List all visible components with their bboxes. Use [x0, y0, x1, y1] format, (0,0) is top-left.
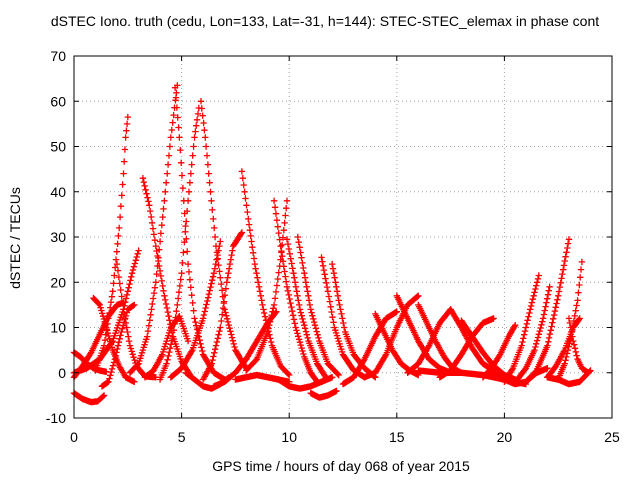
series-13-points: [156, 104, 202, 383]
series-24: [294, 233, 342, 379]
series-10: [126, 82, 181, 376]
series-23: [283, 236, 329, 381]
y-tick-label: 70: [50, 48, 66, 64]
series-43-points: [522, 236, 573, 385]
series-29: [339, 308, 400, 388]
series-15-points: [167, 238, 224, 381]
series-6: [98, 301, 138, 390]
series-8-points: [92, 113, 131, 374]
y-tick-label: 50: [50, 139, 66, 155]
x-tick-label: 10: [281, 429, 297, 445]
y-tick-label: 60: [50, 93, 66, 109]
plot-area: [70, 82, 594, 406]
series-28: [329, 260, 379, 381]
series-21-points: [243, 197, 291, 374]
chart-title: dSTEC Iono. truth (cedu, Lon=133, Lat=-3…: [51, 13, 599, 29]
series-22: [270, 197, 321, 385]
series-27-points: [307, 387, 340, 401]
series-19: [210, 308, 280, 390]
series-41: [501, 272, 542, 385]
series-24-points: [294, 233, 342, 379]
series-23-points: [283, 236, 329, 381]
x-tick-label: 20: [497, 429, 513, 445]
x-tick-label: 25: [604, 429, 620, 445]
series-15: [167, 238, 224, 381]
series-25: [275, 374, 336, 392]
y-tick-label: 30: [50, 229, 66, 245]
y-axis: -10 0 10 20 30 40 50 60 70: [46, 48, 612, 426]
series-34: [404, 306, 454, 376]
y-tick-label: 0: [58, 365, 66, 381]
series-9: [139, 175, 194, 379]
y-axis-label: dSTEC / TECUs: [7, 187, 23, 289]
series-31-points: [361, 292, 422, 381]
y-tick-label: 10: [50, 320, 66, 336]
series-9-points: [139, 175, 194, 379]
series-2: [70, 389, 108, 406]
series-31: [361, 292, 422, 381]
series-22-points: [270, 197, 321, 385]
series-25-points: [275, 374, 336, 392]
x-tick-label: 5: [178, 429, 186, 445]
series-47: [544, 367, 594, 388]
series-10-points: [126, 82, 181, 376]
x-tick-label: 0: [70, 429, 78, 445]
series-34-points: [404, 306, 454, 376]
series-17-points: [199, 229, 246, 383]
series-6-points: [98, 301, 138, 390]
x-tick-label: 15: [389, 429, 405, 445]
series-8: [92, 113, 131, 374]
series-19-points: [210, 308, 280, 390]
x-axis-label: GPS time / hours of day 068 of year 2015: [212, 458, 470, 474]
y-tick-label: 20: [50, 274, 66, 290]
series-21: [243, 197, 291, 374]
series-42-points: [514, 283, 553, 383]
series-28-points: [329, 260, 379, 381]
y-tick-label: -10: [46, 410, 66, 426]
series-17: [199, 229, 246, 383]
series-43: [522, 236, 573, 385]
series-47-points: [544, 367, 594, 388]
series-27: [307, 387, 340, 401]
series-41-points: [501, 272, 542, 385]
y-tick-label: 40: [50, 184, 66, 200]
series-42: [514, 283, 553, 383]
x-axis: 0 5 10 15 20 25: [70, 56, 620, 445]
series-2-points: [70, 389, 108, 406]
series-13: [156, 104, 202, 383]
series-29-points: [339, 308, 400, 388]
